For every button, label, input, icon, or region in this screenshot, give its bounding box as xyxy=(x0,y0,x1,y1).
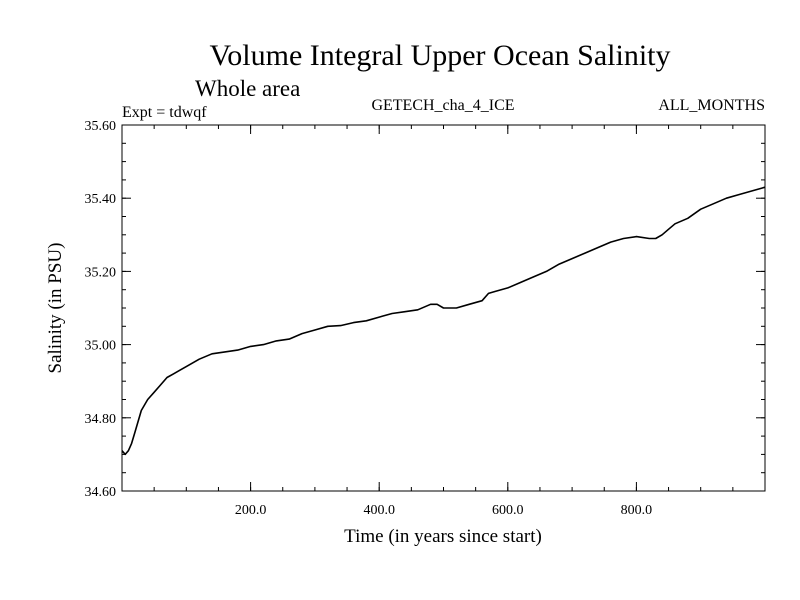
x-tick-label: 600.0 xyxy=(492,503,524,518)
months-label: ALL_MONTHS xyxy=(658,97,765,114)
run-label: GETECH_cha_4_ICE xyxy=(371,97,514,114)
y-tick-label: 34.80 xyxy=(85,412,117,427)
x-tick-label: 800.0 xyxy=(621,503,653,518)
y-axis-label: Salinity (in PSU) xyxy=(45,243,66,374)
series-line-salinity xyxy=(121,186,766,456)
y-tick-label: 35.60 xyxy=(85,119,117,134)
x-tick-label: 400.0 xyxy=(363,503,395,518)
chart-title: Volume Integral Upper Ocean Salinity xyxy=(210,39,671,72)
experiment-label: Expt = tdwqf xyxy=(122,104,207,121)
y-tick-label: 34.60 xyxy=(85,485,117,500)
y-tick-label: 35.40 xyxy=(85,192,117,207)
chart-subtitle: Whole area xyxy=(195,76,300,101)
x-tick-label: 200.0 xyxy=(235,503,267,518)
x-axis-label: Time (in years since start) xyxy=(344,526,542,547)
y-tick-label: 35.00 xyxy=(85,339,117,354)
y-axis: 34.60 34.80 35.00 35.20 35.40 35.60 xyxy=(85,119,765,500)
x-axis: 200.0 400.0 600.0 800.0 xyxy=(153,125,734,518)
y-tick-label: 35.20 xyxy=(85,265,117,280)
